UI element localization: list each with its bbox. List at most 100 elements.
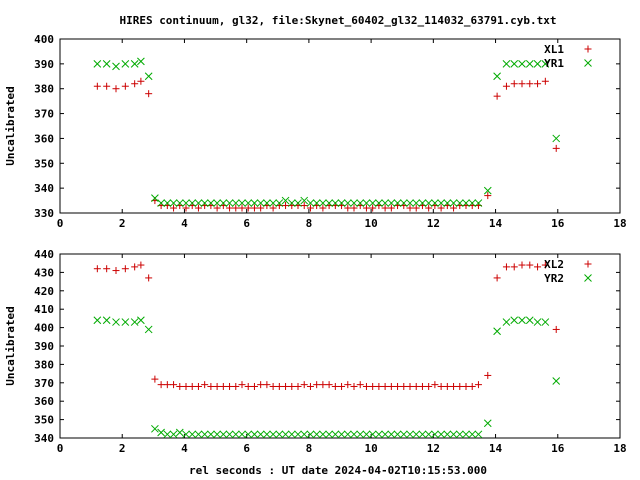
- bottom-point-yr2: [121, 318, 130, 326]
- bottom-point-yr2: [418, 430, 427, 439]
- bottom-point-yr2: [312, 430, 321, 439]
- bottom-point-xl2: [145, 274, 153, 282]
- bottom-point-xl2: [534, 263, 542, 271]
- top-point-yr1: [437, 199, 445, 207]
- bottom-point-yr2: [350, 430, 358, 439]
- top-point-yr1: [300, 196, 309, 205]
- bottom-y-axis-label: Uncalibrated: [4, 306, 17, 385]
- top-point-xl1: [552, 144, 560, 152]
- bottom-point-yr2: [449, 430, 458, 439]
- bottom-point-yr2: [356, 430, 365, 439]
- top-point-xl1: [387, 204, 395, 212]
- top-y-tick-label: 360: [34, 132, 54, 145]
- bottom-x-tick-label: 6: [243, 442, 250, 455]
- bottom-point-yr2: [102, 316, 111, 325]
- bottom-point-xl2: [356, 381, 364, 389]
- top-legend-marker-xl1: [584, 45, 592, 53]
- top-legend-label-xl1: XL1: [544, 43, 564, 56]
- top-y-tick-label: 400: [34, 33, 54, 46]
- bottom-point-yr2: [337, 430, 346, 439]
- bottom-point-yr2: [393, 430, 402, 439]
- bottom-y-tick-label: 440: [34, 248, 54, 261]
- bottom-point-xl2: [275, 382, 283, 390]
- bottom-point-yr2: [175, 428, 184, 437]
- bottom-point-xl2: [400, 382, 408, 390]
- top-point-xl1: [381, 204, 389, 212]
- bottom-point-xl2: [288, 382, 296, 390]
- top-point-yr1: [244, 199, 253, 207]
- bottom-point-xl2: [437, 382, 445, 390]
- top-x-tick-label: 14: [489, 217, 503, 230]
- top-point-yr1: [368, 199, 377, 207]
- top-x-tick-label: 8: [306, 217, 313, 230]
- top-point-yr1: [263, 199, 271, 207]
- top-point-yr1: [112, 62, 120, 71]
- top-point-yr1: [225, 199, 234, 207]
- bottom-point-xl2: [502, 263, 510, 271]
- top-point-xl1: [412, 204, 420, 212]
- top-point-yr1: [455, 199, 464, 207]
- top-point-xl1: [103, 82, 111, 90]
- top-point-yr1: [102, 60, 111, 68]
- top-point-xl1: [300, 202, 308, 210]
- bottom-y-tick-label: 430: [34, 266, 54, 279]
- bottom-point-yr2: [381, 430, 389, 439]
- top-point-yr1: [483, 186, 492, 195]
- bottom-point-xl2: [338, 382, 346, 390]
- bottom-point-yr2: [525, 316, 534, 325]
- bottom-point-xl2: [484, 371, 492, 379]
- bottom-point-yr2: [93, 316, 102, 325]
- top-point-yr1: [163, 199, 172, 207]
- top-point-yr1: [93, 60, 102, 68]
- bottom-point-xl2: [112, 267, 120, 275]
- bottom-point-yr2: [468, 430, 477, 439]
- bottom-x-tick-label: 4: [181, 442, 188, 455]
- bottom-point-xl2: [510, 263, 518, 271]
- bottom-point-yr2: [144, 325, 153, 334]
- top-point-yr1: [412, 199, 421, 207]
- bottom-point-yr2: [163, 430, 172, 439]
- top-y-tick-label: 340: [34, 182, 54, 195]
- bottom-point-xl2: [269, 382, 277, 390]
- bottom-point-xl2: [213, 382, 221, 390]
- bottom-point-xl2: [182, 382, 190, 390]
- top-point-xl1: [282, 202, 290, 210]
- top-marks: [93, 57, 561, 212]
- bottom-point-yr2: [362, 430, 371, 439]
- bottom-y-tick-label: 370: [34, 377, 54, 390]
- bottom-point-xl2: [418, 382, 426, 390]
- top-point-yr1: [319, 199, 327, 207]
- top-point-xl1: [493, 92, 501, 100]
- bottom-y-tick-label: 350: [34, 414, 54, 427]
- bottom-point-xl2: [450, 382, 458, 390]
- bottom-point-xl2: [412, 382, 420, 390]
- bottom-point-xl2: [375, 382, 383, 390]
- bottom-ticks: 0 2 4 6 8 10 12 14 16 18 340 350 360 370 380 390 400 410 4…: [34, 248, 627, 455]
- top-point-yr1: [449, 199, 458, 207]
- bottom-point-xl2: [325, 381, 333, 389]
- bottom-point-yr2: [169, 430, 178, 439]
- bottom-point-yr2: [207, 430, 215, 439]
- top-point-xl1: [244, 204, 252, 212]
- bottom-point-xl2: [151, 375, 159, 383]
- bottom-point-yr2: [533, 318, 542, 326]
- bottom-point-yr2: [406, 430, 414, 439]
- bottom-point-xl2: [319, 381, 327, 389]
- top-y-tick-label: 330: [34, 207, 54, 220]
- top-point-xl1: [194, 204, 202, 212]
- top-point-yr1: [533, 60, 542, 68]
- bottom-point-xl2: [443, 382, 451, 390]
- bottom-point-xl2: [350, 382, 358, 390]
- bottom-x-tick-label: 16: [551, 442, 565, 455]
- top-point-xl1: [484, 192, 492, 200]
- bottom-point-yr2: [455, 430, 464, 439]
- top-point-yr1: [182, 199, 190, 207]
- top-point-yr1: [306, 199, 315, 207]
- bottom-point-xl2: [300, 381, 308, 389]
- bottom-point-xl2: [176, 382, 184, 390]
- top-point-xl1: [406, 204, 414, 212]
- top-point-xl1: [131, 80, 139, 88]
- top-x-tick-label: 18: [613, 217, 626, 230]
- bottom-point-yr2: [263, 430, 271, 439]
